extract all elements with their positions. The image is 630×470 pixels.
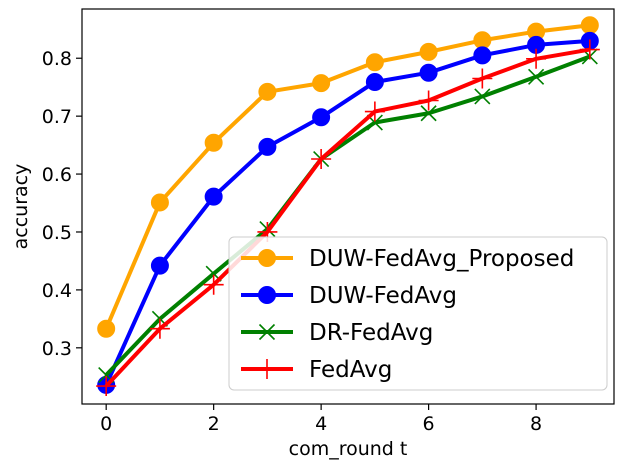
data-point — [528, 68, 545, 85]
y-tick-label: 0.8 — [42, 48, 72, 70]
data-point — [149, 318, 170, 339]
y-axis-label: accuracy — [10, 164, 32, 250]
legend-swatch-marker — [258, 323, 276, 341]
data-point — [365, 72, 384, 91]
data-point — [579, 39, 600, 60]
data-point — [97, 319, 116, 338]
axes: 0 2 4 6 8 0.3 0.4 0.5 0.6 0.7 0.8 com_round t accura… — [10, 8, 615, 460]
y-tick-label: 0.4 — [42, 280, 72, 302]
data-point — [203, 274, 224, 295]
x-tick-label: 6 — [423, 413, 435, 435]
plot-area — [96, 16, 600, 397]
data-point — [473, 46, 492, 65]
x-tick-label: 8 — [530, 413, 542, 435]
data-point — [311, 149, 332, 170]
legend-entry: DUW-FedAvg_Proposed — [241, 246, 574, 272]
series-duw-fedavg-proposed — [97, 16, 599, 338]
legend-label: FedAvg — [309, 357, 392, 383]
legend-label: DUW-FedAvg_Proposed — [309, 246, 574, 272]
legend-label: DR-FedAvg — [309, 320, 433, 346]
data-point — [473, 31, 492, 50]
x-tick-label: 4 — [315, 413, 327, 435]
legend-entry: FedAvg — [241, 357, 392, 383]
data-point — [418, 90, 439, 111]
series-line — [104, 38, 590, 386]
axes-frame — [81, 8, 615, 405]
data-point — [258, 82, 277, 101]
series-duw-fedavg — [97, 31, 599, 394]
data-point — [150, 256, 169, 275]
legend-label: DUW-FedAvg — [309, 283, 457, 309]
legend-box — [228, 236, 608, 391]
series-line — [104, 23, 591, 330]
x-tick-label: 2 — [208, 413, 220, 435]
x-tick-label: 0 — [100, 413, 112, 435]
legend-swatch-marker — [257, 359, 277, 379]
data-point — [204, 187, 223, 206]
data-point — [312, 108, 331, 127]
x-axis-label: com_round t — [289, 438, 408, 460]
data-point — [364, 101, 385, 122]
legend-swatch-marker — [258, 249, 276, 267]
data-point — [526, 48, 547, 69]
data-point — [419, 42, 438, 61]
legend-entry: DUW-FedAvg — [241, 283, 457, 309]
legend-entry: DR-FedAvg — [241, 320, 433, 346]
data-point — [365, 53, 384, 72]
data-point — [420, 105, 437, 122]
data-point — [472, 68, 493, 89]
data-point — [258, 137, 277, 156]
y-tick-label: 0.7 — [42, 106, 72, 128]
y-tick-label: 0.3 — [42, 338, 72, 360]
legend-swatch-marker — [258, 286, 276, 304]
data-point — [204, 133, 223, 152]
series-line — [104, 54, 591, 377]
data-point — [150, 193, 169, 212]
data-point — [474, 88, 491, 105]
legend: DUW-FedAvg_Proposed DUW-FedAvg DR-FedAvg Fe… — [228, 236, 608, 391]
data-point — [419, 63, 438, 82]
data-point — [312, 74, 331, 93]
data-point — [96, 376, 117, 397]
series-line — [104, 47, 591, 388]
y-tick-label: 0.5 — [42, 222, 72, 244]
y-tick-label: 0.6 — [42, 164, 72, 186]
data-point — [580, 16, 599, 35]
